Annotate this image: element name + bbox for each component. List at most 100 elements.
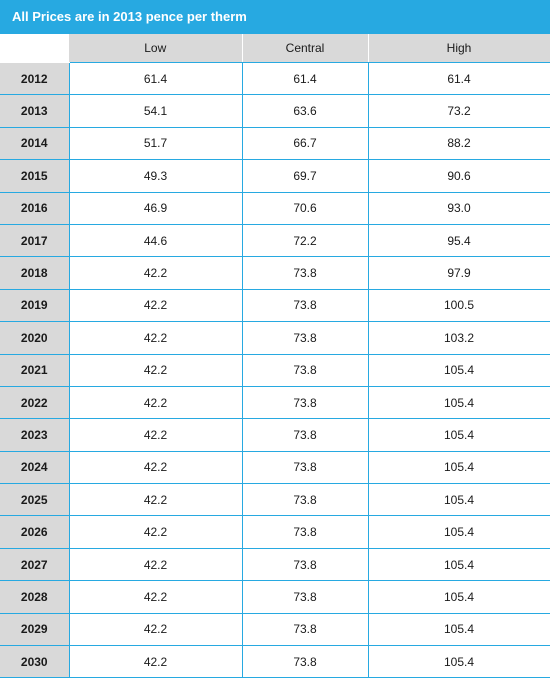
central-cell: 73.8 xyxy=(242,386,369,420)
table-row: 2027 42.2 73.8 105.4 xyxy=(0,548,550,582)
high-cell: 88.2 xyxy=(368,127,550,161)
central-cell: 66.7 xyxy=(242,127,369,161)
high-cell: 105.4 xyxy=(368,386,550,420)
year-cell: 2025 xyxy=(0,483,70,517)
central-cell: 73.8 xyxy=(242,548,369,582)
low-cell: 44.6 xyxy=(69,224,243,258)
low-cell: 51.7 xyxy=(69,127,243,161)
high-cell: 105.4 xyxy=(368,645,550,678)
year-cell: 2019 xyxy=(0,289,70,323)
high-cell: 105.4 xyxy=(368,515,550,549)
year-cell: 2030 xyxy=(0,645,70,678)
high-cell: 97.9 xyxy=(368,256,550,290)
high-cell: 105.4 xyxy=(368,483,550,517)
table-row: 2014 51.7 66.7 88.2 xyxy=(0,127,550,161)
table-body: 2012 61.4 61.4 61.4 2013 54.1 63.6 73.2 2014 51.7… xyxy=(0,62,550,678)
table-row: 2029 42.2 73.8 105.4 xyxy=(0,613,550,647)
high-cell: 90.6 xyxy=(368,159,550,193)
table-row: 2023 42.2 73.8 105.4 xyxy=(0,418,550,452)
low-cell: 49.3 xyxy=(69,159,243,193)
central-cell: 73.8 xyxy=(242,354,369,387)
high-cell: 93.0 xyxy=(368,192,550,225)
table-row: 2021 42.2 73.8 105.4 xyxy=(0,354,550,387)
central-cell: 73.8 xyxy=(242,289,369,323)
table-row: 2012 61.4 61.4 61.4 xyxy=(0,62,550,96)
table-row: 2026 42.2 73.8 105.4 xyxy=(0,515,550,549)
central-cell: 72.2 xyxy=(242,224,369,258)
low-cell: 42.2 xyxy=(69,321,243,355)
low-cell: 61.4 xyxy=(69,62,243,96)
low-cell: 42.2 xyxy=(69,418,243,452)
table-row: 2016 46.9 70.6 93.0 xyxy=(0,192,550,225)
year-cell: 2027 xyxy=(0,548,70,582)
low-cell: 42.2 xyxy=(69,515,243,549)
high-cell: 105.4 xyxy=(368,418,550,452)
high-cell: 73.2 xyxy=(368,94,550,128)
header-row: Low Central High xyxy=(0,34,550,63)
year-cell: 2024 xyxy=(0,451,70,485)
table-header: Low Central High xyxy=(0,34,550,63)
table-row: 2018 42.2 73.8 97.9 xyxy=(0,256,550,290)
low-cell: 42.2 xyxy=(69,289,243,323)
table-row: 2028 42.2 73.8 105.4 xyxy=(0,580,550,614)
low-cell: 42.2 xyxy=(69,645,243,678)
table-banner: All Prices are in 2013 pence per therm xyxy=(0,0,550,34)
price-table: Low Central High 2012 61.4 61.4 61.4 2013 54.… xyxy=(0,34,550,678)
table-row: 2019 42.2 73.8 100.5 xyxy=(0,289,550,323)
year-cell: 2029 xyxy=(0,613,70,647)
low-cell: 46.9 xyxy=(69,192,243,225)
high-cell: 105.4 xyxy=(368,354,550,387)
high-cell: 100.5 xyxy=(368,289,550,323)
low-cell: 42.2 xyxy=(69,451,243,485)
header-low: Low xyxy=(69,34,243,63)
year-cell: 2015 xyxy=(0,159,70,193)
high-cell: 61.4 xyxy=(368,62,550,96)
central-cell: 73.8 xyxy=(242,321,369,355)
year-cell: 2028 xyxy=(0,580,70,614)
low-cell: 54.1 xyxy=(69,94,243,128)
table-row: 2015 49.3 69.7 90.6 xyxy=(0,159,550,193)
table-row: 2022 42.2 73.8 105.4 xyxy=(0,386,550,420)
high-cell: 95.4 xyxy=(368,224,550,258)
year-cell: 2022 xyxy=(0,386,70,420)
high-cell: 105.4 xyxy=(368,580,550,614)
low-cell: 42.2 xyxy=(69,548,243,582)
central-cell: 70.6 xyxy=(242,192,369,225)
year-cell: 2017 xyxy=(0,224,70,258)
table-row: 2013 54.1 63.6 73.2 xyxy=(0,94,550,128)
low-cell: 42.2 xyxy=(69,354,243,387)
high-cell: 105.4 xyxy=(368,451,550,485)
year-cell: 2013 xyxy=(0,94,70,128)
low-cell: 42.2 xyxy=(69,256,243,290)
low-cell: 42.2 xyxy=(69,483,243,517)
central-cell: 73.8 xyxy=(242,515,369,549)
year-cell: 2020 xyxy=(0,321,70,355)
central-cell: 73.8 xyxy=(242,451,369,485)
header-high: High xyxy=(368,34,550,63)
low-cell: 42.2 xyxy=(69,613,243,647)
year-cell: 2026 xyxy=(0,515,70,549)
header-corner xyxy=(0,34,69,63)
year-cell: 2016 xyxy=(0,192,70,225)
central-cell: 61.4 xyxy=(242,62,369,96)
central-cell: 73.8 xyxy=(242,483,369,517)
low-cell: 42.2 xyxy=(69,386,243,420)
year-cell: 2012 xyxy=(0,62,70,96)
table-row: 2030 42.2 73.8 105.4 xyxy=(0,645,550,678)
header-central: Central xyxy=(242,34,369,63)
table-row: 2020 42.2 73.8 103.2 xyxy=(0,321,550,355)
central-cell: 63.6 xyxy=(242,94,369,128)
central-cell: 73.8 xyxy=(242,418,369,452)
central-cell: 73.8 xyxy=(242,645,369,678)
year-cell: 2023 xyxy=(0,418,70,452)
central-cell: 73.8 xyxy=(242,613,369,647)
year-cell: 2018 xyxy=(0,256,70,290)
low-cell: 42.2 xyxy=(69,580,243,614)
central-cell: 73.8 xyxy=(242,256,369,290)
year-cell: 2021 xyxy=(0,354,70,387)
high-cell: 103.2 xyxy=(368,321,550,355)
high-cell: 105.4 xyxy=(368,613,550,647)
table-row: 2024 42.2 73.8 105.4 xyxy=(0,451,550,485)
table-row: 2017 44.6 72.2 95.4 xyxy=(0,224,550,258)
